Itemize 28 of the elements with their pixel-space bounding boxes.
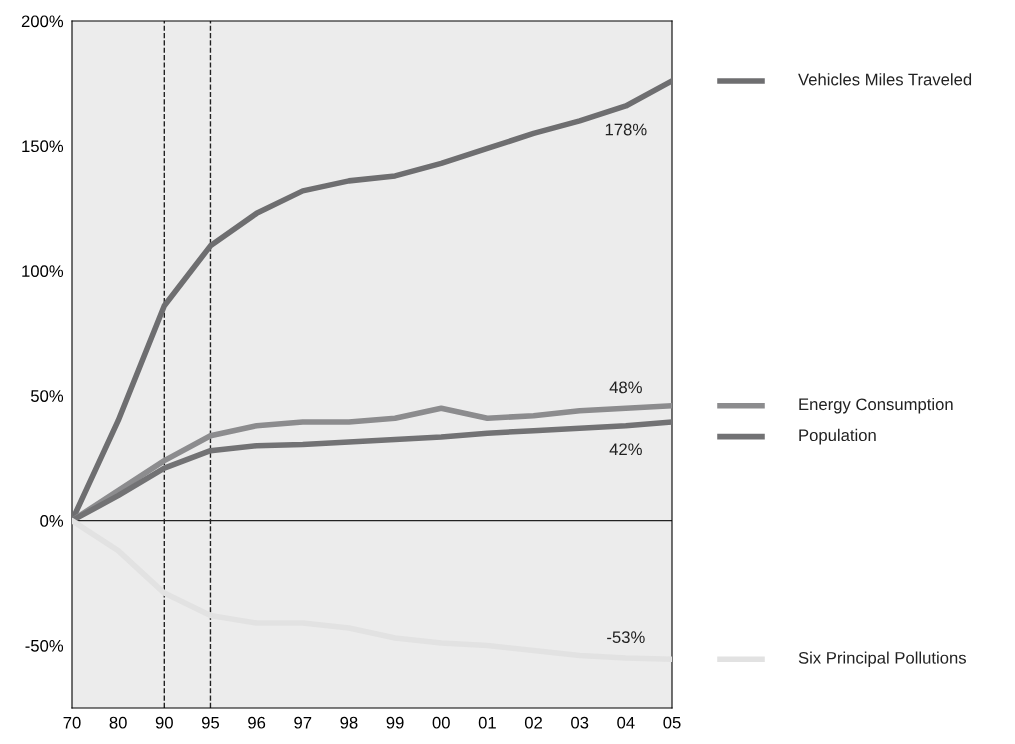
annotation: 42% xyxy=(609,443,642,456)
y-tick-label: 200% xyxy=(21,15,64,28)
legend-label: Six Principal Pollutions xyxy=(798,651,966,668)
x-tick-label: 95 xyxy=(201,716,220,729)
annotation: 48% xyxy=(609,381,642,394)
x-tick-label: 70 xyxy=(63,716,81,729)
x-tick-label: 99 xyxy=(386,716,404,729)
annotation: -53% xyxy=(607,631,645,644)
x-tick-label: 01 xyxy=(478,716,496,729)
x-tick-label: 96 xyxy=(248,716,266,729)
legend-label: Population xyxy=(799,428,876,445)
legend-label: Energy Consumption xyxy=(799,397,953,414)
x-tick-label: 98 xyxy=(340,716,358,729)
legend-label: Vehicles Miles Traveled xyxy=(798,73,972,86)
y-tick-label: 150% xyxy=(22,140,64,153)
x-tick-label: 97 xyxy=(294,716,312,729)
y-tick-label: 100% xyxy=(22,265,64,278)
x-tick-label: 03 xyxy=(571,716,589,729)
annotation: 178% xyxy=(605,123,647,136)
x-tick-label: 00 xyxy=(432,716,450,729)
y-tick-label: 50% xyxy=(30,390,64,402)
x-tick-label: 90 xyxy=(155,716,173,729)
x-tick-label: 04 xyxy=(617,716,635,729)
y-tick-label: 0% xyxy=(40,515,64,527)
x-tick-label: 02 xyxy=(524,716,542,729)
x-tick-label: 05 xyxy=(663,716,681,729)
x-tick-label: 80 xyxy=(109,716,127,729)
y-tick-label: -50% xyxy=(25,639,64,652)
